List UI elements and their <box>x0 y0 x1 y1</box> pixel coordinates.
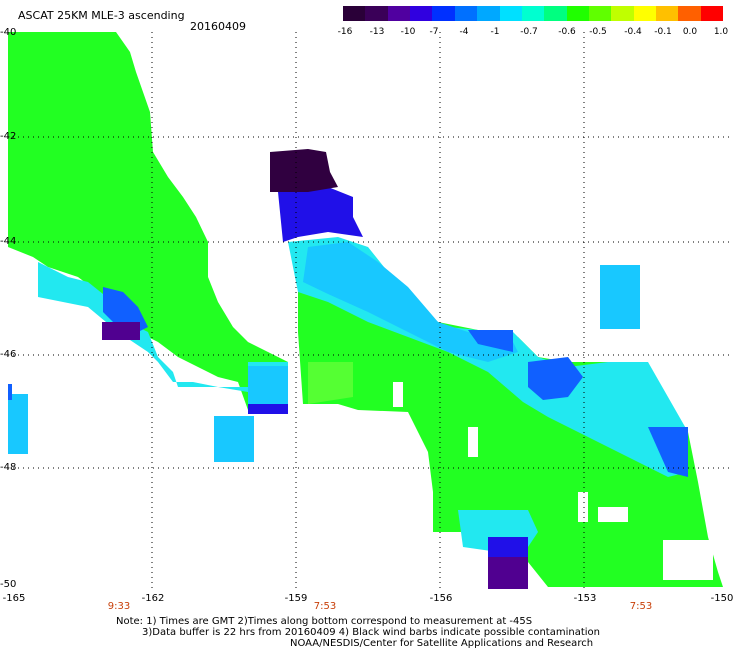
colorbar-label: -16 <box>337 27 353 37</box>
swath-gap <box>468 427 478 457</box>
colorbar-label: -0.7 <box>520 27 538 37</box>
swath-region <box>102 322 140 340</box>
x-tick-label: -150 <box>710 593 734 604</box>
colorbar-label: -0.1 <box>654 27 672 37</box>
x-tick-label: -162 <box>141 593 165 604</box>
colorbar-swatch <box>633 6 657 21</box>
swath-region <box>8 384 12 400</box>
colorbar-labels: -16 -13 -10 -7 -4 -1 -0.7 -0.6 -0.5 -0.4… <box>330 27 740 39</box>
colorbar-label: -13 <box>369 27 385 37</box>
colorbar-label: -4 <box>459 27 469 37</box>
swath-region <box>308 362 353 404</box>
footnote-line: Note: 1) Times are GMT 2)Times along bot… <box>116 616 533 627</box>
swath-region <box>278 187 363 242</box>
colorbar-swatch <box>410 6 433 21</box>
colorbar-swatch <box>521 6 545 21</box>
swath-region <box>298 262 723 587</box>
swath-region <box>648 427 688 477</box>
colorbar-label: -0.5 <box>589 27 607 37</box>
x-tick-label: -159 <box>284 593 308 604</box>
footnote-line: 3)Data buffer is 22 hrs from 20160409 4)… <box>142 627 600 638</box>
swath-gap <box>598 507 628 522</box>
swath-region <box>488 537 528 557</box>
swath-gap <box>393 382 403 407</box>
y-tick-label: -42 <box>0 131 17 142</box>
colorbar-label: -7 <box>429 27 439 37</box>
pass-time: 7:53 <box>313 601 337 612</box>
colorbar-swatch <box>700 6 724 21</box>
swath-gap <box>578 492 588 522</box>
colorbar-swatch <box>343 6 366 21</box>
swath-region <box>8 32 288 410</box>
colorbar-swatch <box>588 6 612 21</box>
y-tick-label: -46 <box>0 349 17 360</box>
swath-region <box>38 262 288 410</box>
swath-east <box>270 149 723 589</box>
colorbar-swatch <box>477 6 500 21</box>
colorbar-label: -10 <box>400 27 416 37</box>
graticule <box>8 32 730 589</box>
swath-region <box>468 330 513 352</box>
swath-region <box>248 404 288 414</box>
swath-region <box>214 416 254 462</box>
x-tick-label: -165 <box>2 593 26 604</box>
pass-time: 9:33 <box>107 601 131 612</box>
x-tick-label: -156 <box>429 593 453 604</box>
swath-region <box>8 394 28 454</box>
colorbar-swatch <box>678 6 701 21</box>
colorbar-swatch <box>432 6 455 21</box>
swath-gap <box>663 540 713 580</box>
swath-region <box>600 265 640 329</box>
colorbar-swatch <box>387 6 411 21</box>
y-tick-label: -44 <box>0 236 17 247</box>
swath-region <box>248 366 288 404</box>
colorbar-swatch <box>454 6 478 21</box>
colorbar-swatch <box>544 6 567 21</box>
wind-map-plot <box>8 32 730 589</box>
colorbar-swatch <box>365 6 388 21</box>
y-tick-label: -48 <box>0 462 17 473</box>
map-date: 20160409 <box>190 20 246 33</box>
y-tick-label: -40 <box>0 27 17 38</box>
x-tick-label: -153 <box>573 593 597 604</box>
colorbar-swatch <box>566 6 589 21</box>
colorbar-label: 0.0 <box>682 27 698 37</box>
colorbar-swatch <box>611 6 634 21</box>
swath-region <box>103 287 148 332</box>
map-title: ASCAT 25KM MLE-3 ascending <box>18 9 185 22</box>
colorbar-label: -1 <box>490 27 500 37</box>
swath-region <box>303 242 518 362</box>
swath-region <box>488 557 528 589</box>
swath-region <box>528 357 583 400</box>
footnote-line: NOAA/NESDIS/Center for Satellite Applica… <box>290 638 594 649</box>
y-tick-label: -50 <box>0 579 17 590</box>
colorbar-label: -0.4 <box>624 27 642 37</box>
colorbar-swatch <box>499 6 522 21</box>
swath-west <box>8 32 288 462</box>
colorbar-label: 1.0 <box>713 27 729 37</box>
colorbar-swatch <box>656 6 679 21</box>
swath-region <box>270 149 338 192</box>
pass-time: 7:53 <box>629 601 653 612</box>
colorbar-label: -0.6 <box>558 27 576 37</box>
colorbar <box>343 6 724 21</box>
